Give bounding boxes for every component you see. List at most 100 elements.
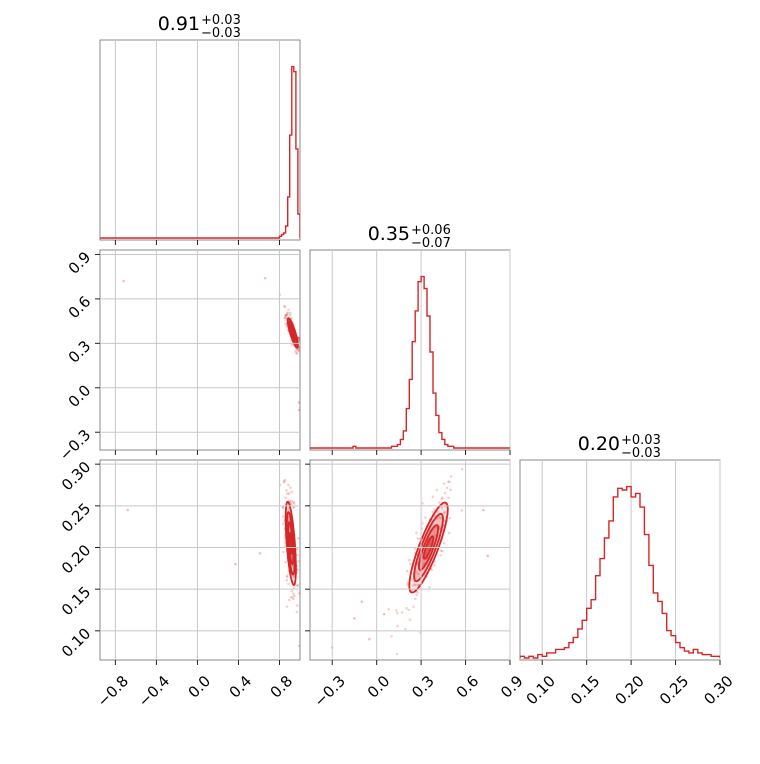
scatter-panel-32-sample-point xyxy=(433,514,437,518)
hist-panel-3-xlabel-1: 0.15 xyxy=(567,672,603,708)
scatter-panel-21-sample-point xyxy=(283,305,287,309)
scatter-panel-32-sample-point xyxy=(447,531,451,535)
scatter-panel-32-sample-point xyxy=(439,549,443,553)
scatter-panel-32-sample-point xyxy=(448,480,451,483)
scatter-panel-32-sample-point xyxy=(431,510,434,514)
scatter-panel-31-sample-point xyxy=(289,486,292,489)
scatter-panel-32-sample-point xyxy=(406,583,409,587)
scatter-panel-21-sample-point xyxy=(283,316,287,320)
scatter-panel-32-contour-line-1 xyxy=(413,512,444,583)
hist-panel-2-histogram-line xyxy=(310,275,510,449)
title-panel-1: 0.91 xyxy=(158,13,200,35)
scatter-panel-32-outlier-point-2 xyxy=(367,637,371,641)
scatter-panel-31-sample-point xyxy=(287,582,290,586)
scatter-panel-21-contour-line-3 xyxy=(290,328,296,338)
scatter-panel-31-sample-point xyxy=(297,560,300,563)
scatter-panel-31-outlier-point-2 xyxy=(234,562,237,566)
scatter-panel-31-sample-point xyxy=(290,503,293,506)
title-err-plus-2: +0.06 xyxy=(411,223,451,238)
scatter-panel-31-ylabel-4: 0.30 xyxy=(58,458,94,494)
hist-panel-3-histogram-line xyxy=(520,485,720,659)
hist-panel-1 xyxy=(99,39,301,245)
scatter-panel-32-contour-line-2 xyxy=(417,524,440,571)
scatter-panel-21-ylabel-4: 0.9 xyxy=(65,248,95,278)
hist-panel-3-frame xyxy=(519,459,721,661)
title-err-plus-3: +0.03 xyxy=(621,433,661,448)
scatter-panel-32-sample-point xyxy=(396,624,399,628)
scatter-panel-32-sample-point xyxy=(405,569,409,573)
scatter-panel-21-sample-point xyxy=(296,349,300,352)
scatter-panel-32-outlier-point-0 xyxy=(360,600,364,603)
scatter-panel-31-sample-point xyxy=(289,595,293,599)
scatter-panel-31-sample-point xyxy=(295,604,299,607)
scatter-panel-21-sample-point xyxy=(294,351,298,355)
scatter-panel-31-sample-point xyxy=(292,500,296,504)
scatter-panel-32-sample-point xyxy=(431,495,435,499)
scatter-panel-21-sample-point xyxy=(287,312,290,315)
scatter-panel-31-sample-point xyxy=(284,496,287,499)
hist-panel-1-histogram-line xyxy=(100,65,300,239)
scatter-panel-32-sample-point xyxy=(394,608,398,612)
scatter-panel-32-sample-point xyxy=(439,553,442,557)
scatter-panel-31-ylabel-0: 0.10 xyxy=(58,624,94,660)
scatter-panel-21-outlier-point-1 xyxy=(263,276,267,280)
scatter-panel-21-sample-point xyxy=(296,348,299,351)
scatter-panel-31-contour-line-1 xyxy=(285,511,296,576)
hist-panel-3-xlabel-4: 0.30 xyxy=(700,672,736,708)
scatter-panel-32-sample-point xyxy=(395,652,399,656)
scatter-panel-31: 0.10 0.15 0.20 0.25 0.30 −0.8 −0.4 0.0 0.4 0.8 xyxy=(58,458,301,711)
hist-panel-3: 0.10 0.15 0.20 0.25 0.30 xyxy=(519,459,737,708)
scatter-panel-31-sample-point xyxy=(292,597,295,601)
scatter-panel-31-contour-line-3 xyxy=(288,531,294,555)
scatter-panel-31-xlabel-1: −0.4 xyxy=(135,672,173,710)
scatter-panel-31-sample-point xyxy=(291,596,295,599)
scatter-panel-31-sample-point xyxy=(288,598,291,602)
scatter-panel-31-xlabel-0: −0.8 xyxy=(94,672,132,710)
scatter-panel-31-sample-point xyxy=(282,480,286,484)
hist-panel-3-xlabel-2: 0.20 xyxy=(612,672,648,708)
scatter-panel-31-sample-point xyxy=(285,579,289,582)
scatter-panel-32-sample-point xyxy=(438,501,441,504)
hist-panel-1-frame xyxy=(99,39,301,241)
hist-panel-3-xlabel-0: 0.10 xyxy=(523,672,559,708)
scatter-panel-21-sample-point xyxy=(283,315,287,319)
scatter-panel-32-sample-point xyxy=(435,488,439,492)
scatter-panel-32-xlabel-2: 0.3 xyxy=(408,672,438,702)
scatter-panel-31-sample-point xyxy=(285,489,288,492)
title-value-3: 0.20 xyxy=(578,433,620,455)
title-panel-2: 0.35 xyxy=(368,223,410,245)
scatter-panel-32-xlabel-0: −0.3 xyxy=(310,672,348,710)
scatter-panel-32-outlier-point-5 xyxy=(486,554,490,558)
scatter-panel-21-ylabel-0: −0.3 xyxy=(56,426,94,464)
scatter-panel-32-sample-point xyxy=(442,541,446,545)
scatter-panel-32-sample-point xyxy=(447,496,450,500)
scatter-panel-32-sample-point xyxy=(408,558,411,562)
scatter-panel-21-sample-point xyxy=(297,347,300,351)
scatter-panel-31-sample-point xyxy=(284,560,287,564)
scatter-panel-32-sample-point xyxy=(429,540,433,543)
scatter-panel-21-sample-point xyxy=(294,349,297,353)
scatter-panel-32-sample-point xyxy=(446,480,450,484)
scatter-panel-31-sample-point xyxy=(299,639,300,642)
scatter-panel-31-sample-point xyxy=(285,605,289,608)
panels-layer: 0.10 0.15 0.20 0.25 0.30−0.30.00.30.60.90.10… xyxy=(56,39,737,711)
scatter-panel-32-sample-point xyxy=(448,516,452,520)
scatter-panel-31-sample-point xyxy=(296,584,299,588)
scatter-panel-32-xlabel-1: 0.0 xyxy=(364,672,394,702)
scatter-panel-31-xlabel-2: 0.0 xyxy=(185,672,215,702)
scatter-panel-31-sample-point xyxy=(282,550,285,554)
scatter-panel-31-sample-point xyxy=(291,506,295,509)
scatter-panel-21-ylabel-2: 0.3 xyxy=(65,337,95,367)
scatter-panel-31-sample-point xyxy=(295,547,299,551)
scatter-panel-32-sample-point xyxy=(433,564,436,567)
scatter-panel-32-sample-point xyxy=(443,510,447,514)
scatter-panel-32-xlabel-4: 0.9 xyxy=(497,672,527,702)
scatter-panel-31-sample-point xyxy=(285,575,289,579)
scatter-panel-32-sample-point xyxy=(449,488,452,492)
scatter-panel-31-sample-point xyxy=(283,478,287,482)
scatter-panel-21-ylabel-3: 0.6 xyxy=(65,293,95,323)
scatter-panel-21-sample-point xyxy=(299,354,300,357)
scatter-panel-32-sample-point xyxy=(407,608,410,612)
scatter-panel-32-sample-point xyxy=(460,509,464,512)
